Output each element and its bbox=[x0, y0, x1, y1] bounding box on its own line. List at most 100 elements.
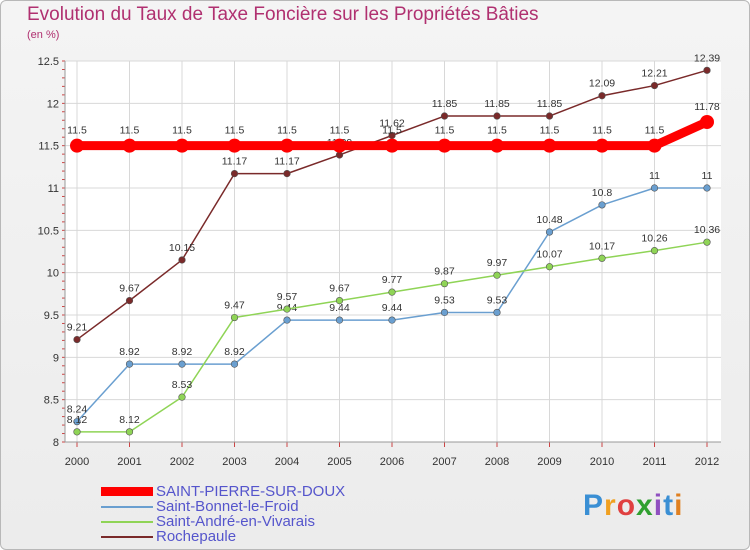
data-point-rochepaule bbox=[493, 112, 501, 120]
x-tick-label: 2008 bbox=[485, 456, 509, 468]
data-label-saint-andre-en-vivarais: 9.47 bbox=[224, 300, 245, 312]
data-point-saint-andre-en-vivarais bbox=[283, 305, 291, 313]
data-label-saint-pierre-sur-doux: 11.5 bbox=[330, 125, 350, 137]
data-point-rochepaule bbox=[230, 170, 239, 178]
data-label-rochepaule: 11.85 bbox=[484, 98, 510, 110]
data-point-saint-andre-en-vivarais bbox=[545, 263, 554, 271]
x-tick-label: 2004 bbox=[275, 456, 299, 468]
data-label-saint-pierre-sur-doux: 11.5 bbox=[172, 125, 192, 137]
data-point-saint-andre-en-vivarais bbox=[178, 393, 186, 401]
y-tick-label: 9 bbox=[53, 352, 59, 364]
data-label-saint-pierre-sur-doux: 11.5 bbox=[67, 125, 87, 137]
data-label-saint-pierre-sur-doux: 11.5 bbox=[540, 125, 560, 137]
data-label-saint-bonnet-le-froid: 9.44 bbox=[329, 302, 350, 314]
data-label-saint-bonnet-le-froid: 8.92 bbox=[119, 346, 140, 358]
data-point-saint-andre-en-vivarais bbox=[650, 247, 659, 255]
data-label-saint-andre-en-vivarais: 9.77 bbox=[382, 274, 403, 286]
data-point-saint-bonnet-le-froid bbox=[493, 308, 501, 317]
data-point-saint-pierre-sur-doux bbox=[175, 138, 189, 153]
x-tick-label: 2006 bbox=[380, 456, 404, 468]
data-point-rochepaule bbox=[440, 112, 449, 120]
y-tick-label: 11 bbox=[48, 183, 59, 195]
legend-swatch bbox=[101, 535, 153, 538]
data-label-saint-andre-en-vivarais: 9.67 bbox=[329, 283, 350, 295]
data-label-rochepaule: 11.17 bbox=[274, 156, 300, 168]
data-point-saint-pierre-sur-doux bbox=[490, 138, 504, 153]
data-point-saint-bonnet-le-froid bbox=[650, 184, 659, 192]
data-label-saint-andre-en-vivarais: 8.12 bbox=[67, 414, 88, 426]
data-point-saint-pierre-sur-doux bbox=[647, 138, 662, 153]
data-point-saint-bonnet-le-froid bbox=[703, 184, 711, 192]
data-point-saint-andre-en-vivarais bbox=[440, 280, 449, 288]
data-label-saint-bonnet-le-froid: 11 bbox=[702, 170, 713, 182]
data-point-saint-andre-en-vivarais bbox=[703, 238, 711, 246]
data-point-rochepaule bbox=[73, 335, 81, 344]
data-label-saint-bonnet-le-froid: 11 bbox=[649, 170, 660, 182]
data-point-saint-andre-en-vivarais bbox=[125, 428, 134, 436]
plot-area bbox=[65, 61, 721, 442]
logo-letter: o bbox=[616, 489, 637, 522]
data-point-saint-andre-en-vivarais bbox=[335, 297, 344, 305]
proxiti-logo: Proxiti bbox=[583, 489, 683, 523]
x-tick-label: 2003 bbox=[222, 456, 246, 468]
data-label-saint-andre-en-vivarais: 9.87 bbox=[434, 266, 455, 278]
data-point-rochepaule bbox=[335, 151, 344, 159]
data-label-saint-pierre-sur-doux: 11.5 bbox=[487, 125, 507, 137]
data-point-saint-bonnet-le-froid bbox=[125, 360, 134, 368]
x-tick-label: 2007 bbox=[432, 456, 456, 468]
data-label-saint-andre-en-vivarais: 10.36 bbox=[694, 224, 720, 236]
data-point-saint-bonnet-le-froid bbox=[73, 418, 81, 426]
data-point-saint-bonnet-le-froid bbox=[545, 228, 554, 236]
data-label-rochepaule: 12.09 bbox=[589, 78, 615, 90]
data-label-saint-pierre-sur-doux: 11.5 bbox=[435, 125, 455, 137]
legend-label: Saint-André-en-Vivarais bbox=[156, 513, 315, 530]
logo-letter: r bbox=[604, 489, 617, 522]
data-point-saint-andre-en-vivarais bbox=[73, 428, 81, 436]
data-label-saint-bonnet-le-froid: 9.53 bbox=[487, 294, 508, 306]
y-tick-label: 11.5 bbox=[38, 141, 59, 153]
data-label-saint-pierre-sur-doux: 11.5 bbox=[120, 125, 140, 137]
data-point-saint-andre-en-vivarais bbox=[598, 254, 606, 262]
data-label-saint-pierre-sur-doux: 11.5 bbox=[382, 125, 402, 137]
legend-label: Rochepaule bbox=[156, 528, 237, 545]
y-tick-label: 8.5 bbox=[44, 395, 59, 407]
legend-item-saint-bonnet-le-froid: Saint-Bonnet-le-Froid bbox=[101, 499, 345, 514]
data-point-rochepaule bbox=[545, 112, 554, 120]
data-point-saint-bonnet-le-froid bbox=[440, 308, 449, 317]
data-label-saint-pierre-sur-doux: 11.5 bbox=[592, 125, 612, 137]
data-point-saint-andre-en-vivarais bbox=[230, 313, 239, 322]
legend-label: Saint-Bonnet-le-Froid bbox=[156, 498, 299, 515]
data-label-saint-bonnet-le-froid: 9.53 bbox=[434, 294, 455, 306]
data-label-saint-bonnet-le-froid: 9.44 bbox=[382, 302, 403, 314]
data-label-rochepaule: 12.39 bbox=[694, 52, 720, 64]
data-label-saint-andre-en-vivarais: 10.17 bbox=[589, 240, 615, 252]
legend-item-rochepaule: Rochepaule bbox=[101, 529, 345, 544]
data-point-saint-pierre-sur-doux bbox=[542, 138, 557, 153]
data-label-rochepaule: 10.15 bbox=[169, 242, 195, 254]
data-label-saint-bonnet-le-froid: 8.92 bbox=[224, 346, 245, 358]
data-point-saint-pierre-sur-doux bbox=[280, 138, 294, 153]
data-label-rochepaule: 11.85 bbox=[537, 98, 563, 110]
y-tick-label: 12.5 bbox=[38, 56, 59, 68]
logo-letter: x bbox=[636, 489, 654, 522]
data-point-rochepaule bbox=[125, 297, 134, 305]
x-tick-label: 2009 bbox=[537, 456, 561, 468]
data-label-rochepaule: 11.62 bbox=[379, 118, 405, 130]
logo-letter: P bbox=[583, 489, 605, 522]
data-label-rochepaule: 9.67 bbox=[119, 283, 140, 295]
legend-swatch bbox=[101, 520, 153, 523]
legend: SAINT-PIERRE-SUR-DOUX Saint-Bonnet-le-Fro… bbox=[101, 484, 345, 544]
data-point-saint-pierre-sur-doux bbox=[437, 138, 452, 153]
data-point-rochepaule bbox=[650, 81, 659, 90]
data-point-saint-bonnet-le-froid bbox=[283, 316, 291, 324]
data-point-saint-bonnet-le-froid bbox=[388, 316, 396, 324]
logo-letter: i bbox=[653, 489, 664, 522]
data-point-saint-pierre-sur-doux bbox=[332, 138, 347, 153]
data-point-saint-andre-en-vivarais bbox=[493, 271, 501, 279]
x-tick-label: 2012 bbox=[695, 456, 719, 468]
y-axis-unit-label: (en %) bbox=[27, 29, 60, 41]
chart-title: Evolution du Taux de Taxe Foncière sur l… bbox=[27, 4, 539, 25]
data-point-saint-pierre-sur-doux bbox=[70, 138, 84, 153]
